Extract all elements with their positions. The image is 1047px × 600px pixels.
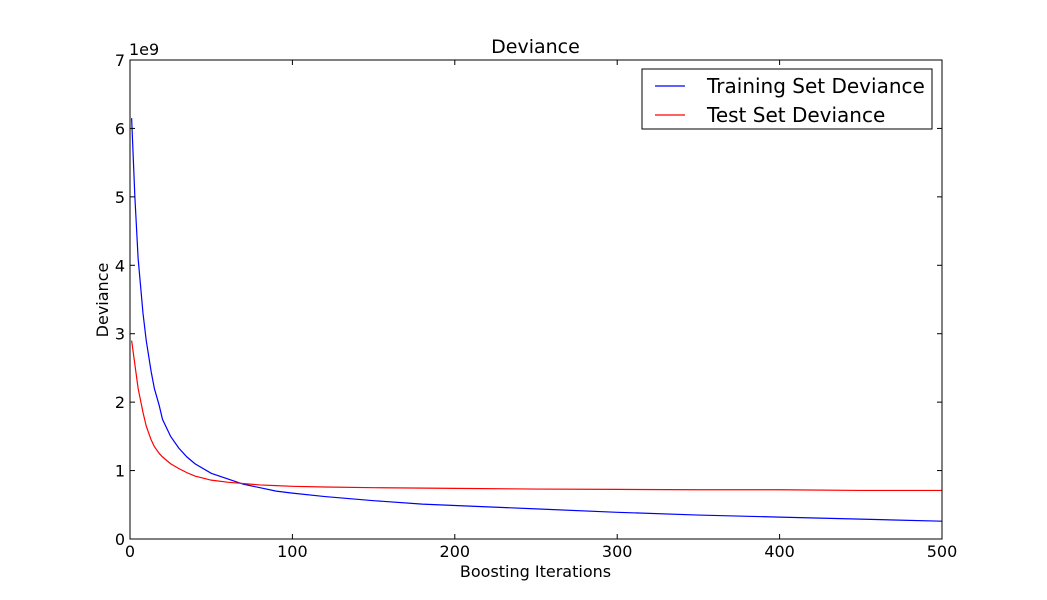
axes-frame <box>129 59 943 540</box>
y-axis-label: Deviance <box>93 263 112 338</box>
x-axis-label: Boosting Iterations <box>460 562 611 581</box>
y-tick-label: 5 <box>115 188 125 207</box>
y-tick-label: 4 <box>115 256 125 275</box>
y-tick-label: 0 <box>115 530 125 549</box>
x-tick-label: 200 <box>440 542 471 561</box>
x-tick-label: 300 <box>602 542 633 561</box>
test-deviance-line <box>131 340 942 492</box>
y-tick-label: 1 <box>115 462 125 481</box>
training-deviance-line <box>131 118 943 522</box>
x-tick-label: 500 <box>927 542 958 561</box>
x-tick-label: 100 <box>277 542 308 561</box>
legend-label-test: Test Set Deviance <box>706 103 885 127</box>
y-tick-label: 3 <box>115 325 125 344</box>
y-tick-label: 6 <box>115 119 125 138</box>
x-tick-label: 400 <box>764 542 795 561</box>
x-tick-label: 0 <box>125 542 135 561</box>
y-tick-label: 7 <box>115 51 125 70</box>
legend-label-training: Training Set Deviance <box>706 74 925 98</box>
legend: Training Set Deviance Test Set Deviance <box>641 68 933 130</box>
y-axis-multiplier: 1e9 <box>129 40 159 59</box>
chart-title: Deviance <box>491 36 580 58</box>
ticks-layer: 0 100 200 300 400 500 0 1 2 3 4 5 6 7 <box>115 51 957 561</box>
plot-layer <box>131 118 943 522</box>
y-tick-label: 2 <box>115 393 125 412</box>
legend-box <box>641 68 933 130</box>
